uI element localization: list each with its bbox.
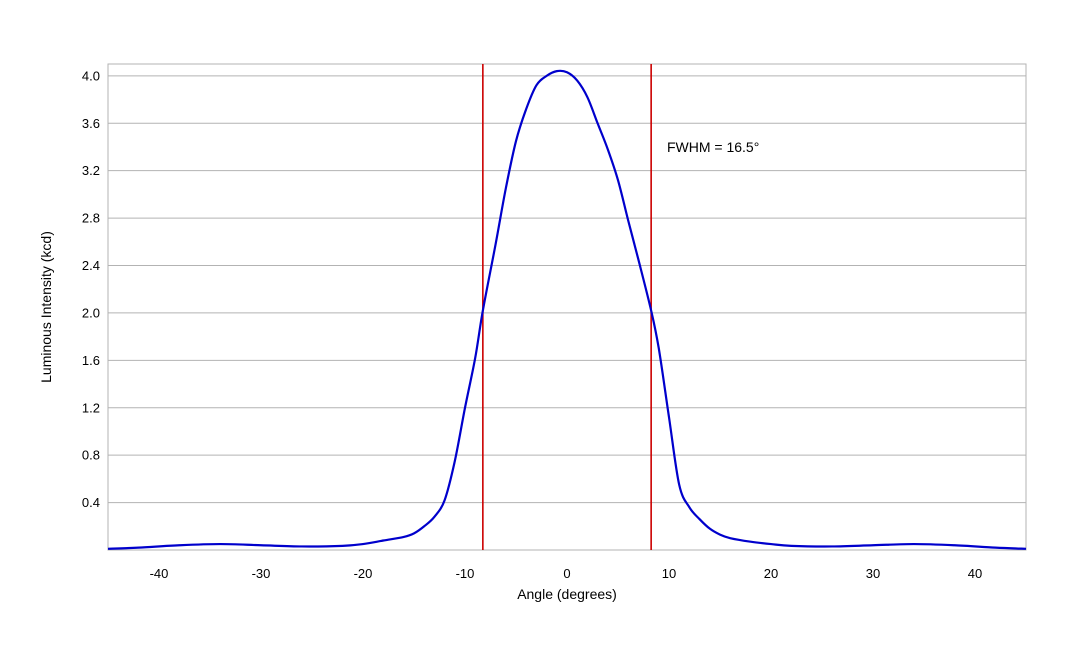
x-tick-label: 10 bbox=[662, 566, 676, 581]
fwhm-annotation: FWHM = 16.5° bbox=[667, 139, 759, 155]
x-tick-label: 20 bbox=[764, 566, 778, 581]
y-tick-label: 0.4 bbox=[82, 495, 100, 510]
x-tick-label: -40 bbox=[150, 566, 169, 581]
x-tick-label: 40 bbox=[968, 566, 982, 581]
y-tick-label: 0.8 bbox=[82, 448, 100, 463]
series-layer bbox=[107, 69, 1027, 550]
y-tick-label: 2.8 bbox=[82, 211, 100, 226]
x-tick-label: 30 bbox=[866, 566, 880, 581]
y-tick-label: 1.6 bbox=[82, 353, 100, 368]
x-tick-label: -20 bbox=[354, 566, 373, 581]
intensity-curve bbox=[107, 69, 1027, 550]
y-tick-label: 3.6 bbox=[82, 116, 100, 131]
x-axis-tick-labels: -40 -30 -20 -10 0 10 20 30 40 bbox=[150, 566, 983, 581]
x-tick-label: 0 bbox=[563, 566, 570, 581]
y-tick-label: 2.0 bbox=[82, 305, 100, 320]
y-tick-label: 3.2 bbox=[82, 163, 100, 178]
y-tick-label: 1.2 bbox=[82, 400, 100, 415]
plot-area-frame bbox=[107, 63, 1027, 551]
y-tick-label: 2.4 bbox=[82, 258, 100, 273]
x-tick-label: -10 bbox=[456, 566, 475, 581]
fwhm-reference-lines bbox=[482, 64, 652, 550]
x-axis-label: Angle (degrees) bbox=[517, 586, 617, 602]
y-tick-label: 4.0 bbox=[82, 68, 100, 83]
grid-lines bbox=[108, 75, 1026, 504]
y-axis-label: Luminous Intensity (kcd) bbox=[38, 231, 54, 383]
x-tick-label: -30 bbox=[252, 566, 271, 581]
y-axis-tick-labels: 0.4 0.8 1.2 1.6 2.0 2.4 2.8 3.2 3.6 4.0 bbox=[82, 68, 100, 510]
